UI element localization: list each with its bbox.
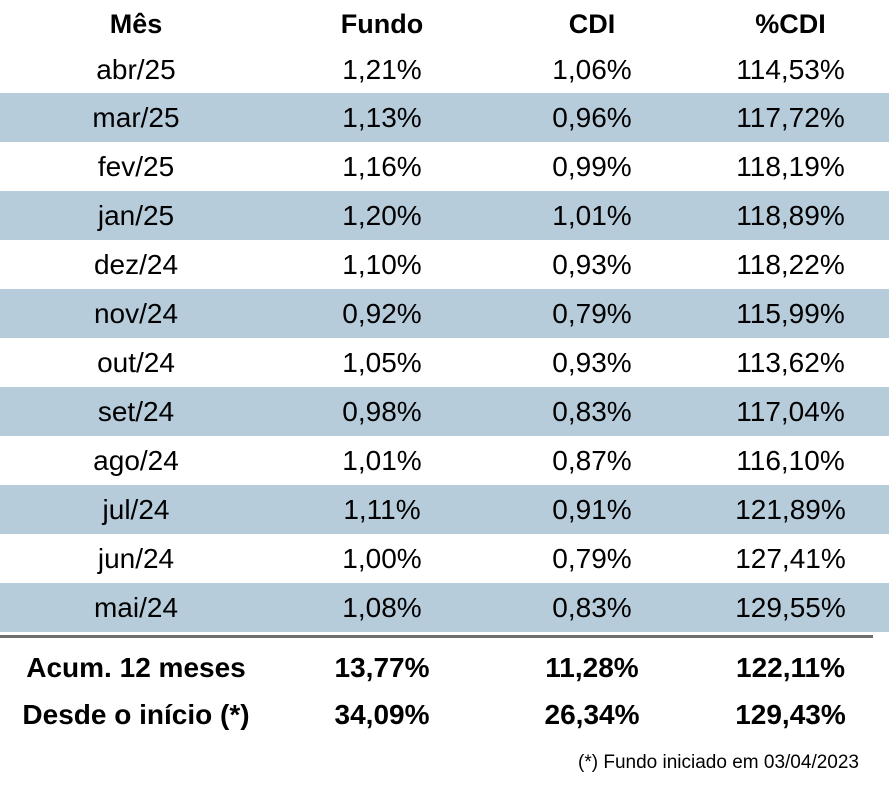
- table-row: nov/24 0,92% 0,79% 115,99%: [0, 289, 889, 338]
- cell-mes: jul/24: [102, 494, 170, 525]
- summary-pct-cdi: 129,43%: [735, 699, 846, 730]
- cell-mes: set/24: [97, 396, 175, 427]
- cell-pct-cdi: 129,55%: [735, 592, 846, 623]
- cell-pct-cdi: 121,89%: [735, 494, 846, 525]
- cell-mes: abr/25: [96, 54, 176, 85]
- table-row: jul/24 1,11% 0,91% 121,89%: [0, 485, 889, 534]
- cell-fundo: 1,00%: [342, 543, 422, 574]
- cell-mes: ago/24: [93, 445, 179, 476]
- cell-cdi: 0,79%: [552, 298, 632, 329]
- cell-pct-cdi: 113,62%: [736, 347, 845, 378]
- table-row: dez/24 1,10% 0,93% 118,22%: [0, 240, 889, 289]
- summary-cdi: 26,34%: [544, 699, 640, 730]
- summary-row-since-inception: Desde o início (*) 34,09% 26,34% 129,43%: [0, 690, 889, 739]
- table-row: abr/25 1,21% 1,06% 114,53%: [0, 45, 889, 94]
- table-row: ago/24 1,01% 0,87% 116,10%: [0, 436, 889, 485]
- table-row: mai/24 1,08% 0,83% 129,55%: [0, 583, 889, 632]
- cell-cdi: 0,83%: [552, 396, 632, 427]
- cell-cdi: 0,96%: [552, 102, 632, 133]
- cell-fundo: 1,10%: [342, 249, 422, 280]
- cell-mes: mai/24: [93, 592, 179, 623]
- cell-pct-cdi: 116,10%: [736, 445, 845, 476]
- cell-fundo: 1,08%: [342, 592, 422, 623]
- cell-pct-cdi: 114,53%: [736, 54, 845, 85]
- cell-cdi: 0,93%: [552, 249, 632, 280]
- table-row: jan/25 1,20% 1,01% 118,89%: [0, 191, 889, 240]
- cell-pct-cdi: 117,04%: [736, 396, 845, 427]
- cell-cdi: 0,79%: [552, 543, 632, 574]
- header-mes: Mês: [109, 9, 163, 39]
- table-header: Mês Fundo CDI %CDI: [0, 0, 889, 49]
- cell-fundo: 1,16%: [342, 151, 422, 182]
- header-pct-cdi: %CDI: [755, 9, 826, 39]
- cell-mes: jan/25: [97, 200, 175, 231]
- table-row: out/24 1,05% 0,93% 113,62%: [0, 338, 889, 387]
- cell-pct-cdi: 118,89%: [736, 200, 845, 231]
- table-row: fev/25 1,16% 0,99% 118,19%: [0, 142, 889, 191]
- cell-cdi: 0,99%: [552, 151, 632, 182]
- cell-pct-cdi: 117,72%: [736, 102, 845, 133]
- footnote: (*) Fundo iniciado em 03/04/2023: [578, 752, 859, 773]
- header-fundo: Fundo: [340, 9, 424, 39]
- cell-cdi: 1,06%: [552, 54, 632, 85]
- header-cdi: CDI: [568, 9, 616, 39]
- table-row: jun/24 1,00% 0,79% 127,41%: [0, 534, 889, 583]
- cell-fundo: 0,98%: [342, 396, 422, 427]
- cell-pct-cdi: 118,22%: [736, 249, 845, 280]
- cell-cdi: 0,91%: [552, 494, 632, 525]
- cell-fundo: 1,21%: [342, 54, 422, 85]
- cell-fundo: 1,13%: [342, 102, 422, 133]
- cell-mes: mar/25: [92, 102, 180, 133]
- cell-cdi: 0,83%: [552, 592, 632, 623]
- cell-cdi: 0,87%: [552, 445, 632, 476]
- cell-fundo: 0,92%: [342, 298, 422, 329]
- table-row: mar/25 1,13% 0,96% 117,72%: [0, 93, 889, 142]
- cell-mes: out/24: [97, 347, 175, 378]
- summary-fundo: 13,77%: [334, 652, 430, 683]
- summary-label: Acum. 12 meses: [26, 652, 246, 683]
- table-divider: [0, 635, 873, 638]
- cell-cdi: 0,93%: [552, 347, 632, 378]
- cell-mes: fev/25: [97, 151, 175, 182]
- cell-pct-cdi: 115,99%: [736, 298, 845, 329]
- table-row: set/24 0,98% 0,83% 117,04%: [0, 387, 889, 436]
- cell-mes: nov/24: [93, 298, 179, 329]
- summary-pct-cdi: 122,11%: [736, 652, 845, 683]
- cell-cdi: 1,01%: [552, 200, 632, 231]
- cell-pct-cdi: 127,41%: [735, 543, 846, 574]
- summary-cdi: 11,28%: [545, 652, 639, 683]
- summary-fundo: 34,09%: [334, 699, 430, 730]
- cell-mes: jun/24: [97, 543, 175, 574]
- cell-fundo: 1,20%: [342, 200, 422, 231]
- cell-fundo: 1,11%: [343, 494, 421, 525]
- cell-fundo: 1,05%: [342, 347, 422, 378]
- cell-pct-cdi: 118,19%: [736, 151, 845, 182]
- summary-label: Desde o início (*): [22, 699, 250, 730]
- cell-mes: dez/24: [93, 249, 179, 280]
- summary-row-12-months: Acum. 12 meses 13,77% 11,28% 122,11%: [0, 643, 889, 692]
- cell-fundo: 1,01%: [342, 445, 422, 476]
